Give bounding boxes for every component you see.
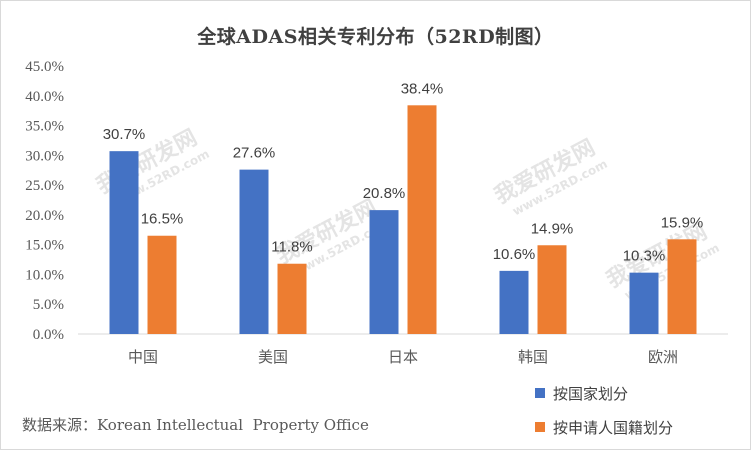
- bar: [369, 210, 399, 334]
- legend-swatch-blue: [535, 388, 545, 398]
- data-label: 16.5%: [141, 211, 184, 228]
- bar: [109, 151, 139, 334]
- bar: [537, 245, 567, 334]
- y-tick-label: 15.0%: [25, 238, 64, 254]
- bar: [147, 235, 177, 334]
- category-label: 韩国: [518, 348, 548, 366]
- bar: [277, 263, 307, 334]
- bar: [499, 270, 529, 334]
- y-tick-label: 25.0%: [25, 178, 64, 194]
- bar: [667, 239, 697, 334]
- data-label: 27.6%: [233, 145, 276, 162]
- data-label: 10.6%: [493, 246, 536, 263]
- axis-layer: 0.0% 5.0% 10.0% 15.0% 20.0% 25.0% 30.0% 35.0% 40…: [25, 59, 728, 343]
- legend-item-by-applicant: 按申请人国籍划分: [535, 410, 673, 444]
- legend-swatch-orange: [535, 422, 545, 432]
- bar: [239, 169, 269, 334]
- category-label: 欧洲: [648, 348, 678, 366]
- data-label: 11.8%: [271, 239, 312, 256]
- data-label: 20.8%: [363, 185, 406, 202]
- y-tick-label: 20.0%: [25, 208, 64, 224]
- category-label: 中国: [128, 348, 158, 366]
- chart-title: 全球ADAS相关专利分布（52RD制图）: [197, 26, 554, 48]
- y-tick-label: 0.0%: [33, 327, 64, 343]
- data-label: 10.3%: [623, 248, 666, 265]
- data-label: 14.9%: [531, 220, 574, 237]
- category-label: 美国: [258, 348, 288, 366]
- legend-item-by-country: 按国家划分: [535, 376, 673, 410]
- category-label: 日本: [388, 348, 418, 366]
- data-label: 15.9%: [661, 214, 704, 231]
- y-tick-label: 10.0%: [25, 267, 64, 283]
- y-tick-label: 40.0%: [25, 89, 64, 105]
- data-label: 38.4%: [401, 80, 444, 97]
- y-tick-label: 45.0%: [25, 59, 64, 75]
- legend-label-by-applicant: 按申请人国籍划分: [553, 418, 674, 437]
- y-tick-label: 35.0%: [25, 119, 64, 135]
- legend-label-by-country: 按国家划分: [553, 384, 629, 403]
- bar: [629, 272, 659, 334]
- y-tick-label: 30.0%: [25, 148, 64, 164]
- watermark-layer: 我爱研发网www.52RD.com我爱研发网www.52RD.com我爱研发网w…: [92, 125, 722, 303]
- y-tick-label: 5.0%: [33, 297, 64, 313]
- data-source-note: 数据来源：Korean Intellectual Property Office: [22, 416, 369, 434]
- bar-layer: [109, 105, 697, 334]
- data-label: 30.7%: [103, 126, 146, 143]
- label-layer: 30.7% 16.5% 中国 27.6% 11.8% 美国 20.8% 38.4% 日本 10.6…: [103, 80, 704, 366]
- legend: 按国家划分 按申请人国籍划分: [535, 376, 673, 444]
- bar: [407, 105, 437, 334]
